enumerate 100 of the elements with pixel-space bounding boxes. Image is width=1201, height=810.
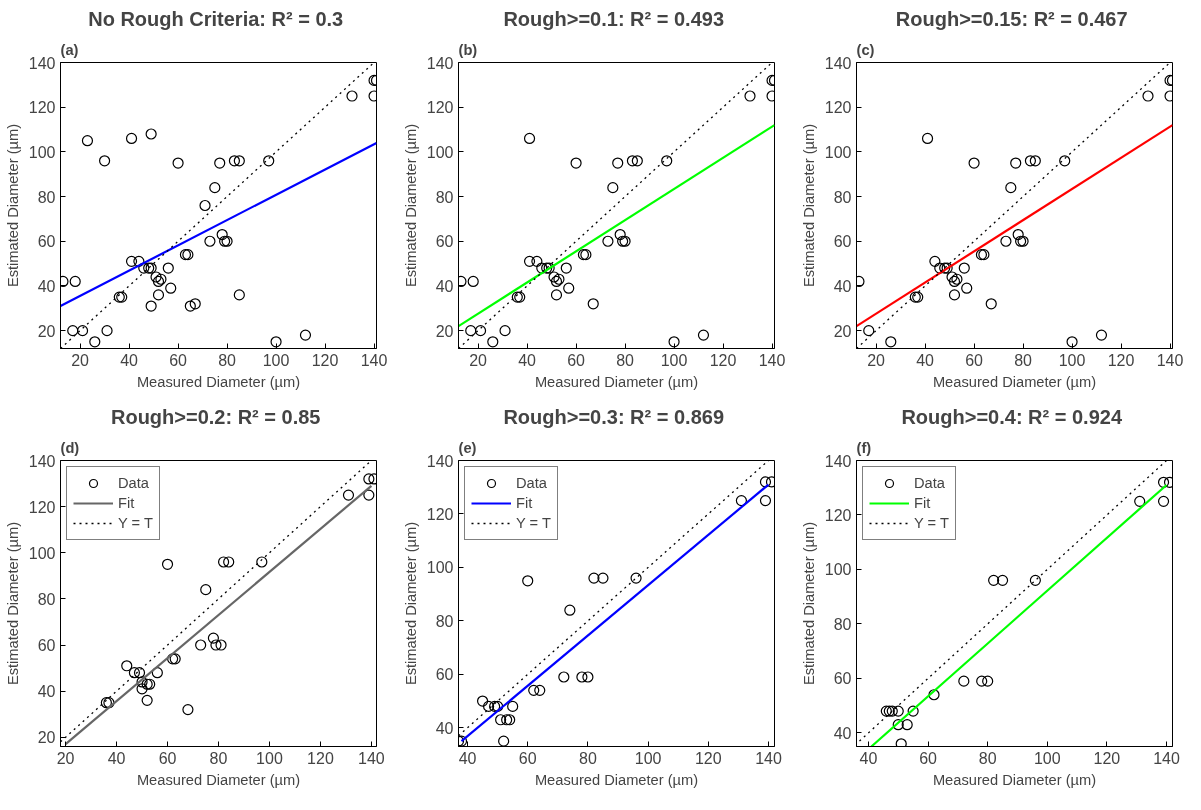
text: (e): [458, 439, 477, 456]
y-tick-label: 140: [426, 54, 454, 72]
y-tick-label: 140: [28, 452, 56, 470]
x-tick-label: 100: [660, 351, 688, 369]
y-tick-label: 20: [833, 322, 852, 340]
legend-label: Y = T: [914, 515, 949, 531]
x-tick-label: 40: [916, 351, 935, 369]
x-tick-label: 80: [978, 749, 997, 767]
y-tick-label: 80: [37, 590, 56, 608]
x-tick-label: 40: [120, 351, 139, 369]
text: (b): [458, 41, 478, 58]
chart-title: No Rough Criteria: R² = 0.3: [88, 7, 344, 30]
x-tick-label: 40: [107, 749, 126, 767]
x-tick-label: 60: [567, 351, 586, 369]
y-tick-label: 100: [824, 561, 852, 579]
y-tick-label: 100: [28, 143, 56, 161]
y-tick-label: 100: [426, 143, 454, 161]
x-axis-title: Measured Diameter (µm): [534, 373, 699, 390]
y-tick-label: 140: [28, 54, 56, 72]
x-tick-label: 60: [965, 351, 984, 369]
x-tick-label: 20: [56, 749, 75, 767]
y-tick-label: 40: [833, 724, 852, 742]
y-tick-label: 100: [426, 559, 454, 577]
y-tick-label: 120: [824, 506, 852, 524]
y-tick-label: 120: [824, 99, 852, 117]
text: (f): [856, 439, 872, 456]
text: (a): [60, 41, 79, 58]
legend-label: Fit: [118, 495, 136, 511]
x-tick-label: 140: [1156, 351, 1184, 369]
x-tick-label: 100: [1033, 749, 1061, 767]
legend-label: Y = T: [516, 515, 551, 531]
y-tick-label: 60: [435, 666, 454, 684]
y-tick-label: 60: [435, 233, 454, 251]
x-axis-title: Measured Diameter (µm): [534, 771, 699, 788]
legend-label: Fit: [914, 495, 932, 511]
x-tick-label: 60: [919, 749, 938, 767]
x-tick-label: 120: [307, 749, 334, 767]
x-tick-label: 140: [755, 749, 782, 767]
y-tick-label: 60: [37, 637, 56, 655]
y-tick-label: 100: [824, 143, 852, 161]
x-tick-label: 140: [360, 351, 388, 369]
x-tick-label: 60: [158, 749, 177, 767]
y-tick-label: 80: [435, 188, 454, 206]
y-tick-label: 20: [37, 322, 56, 340]
y-tick-label: 40: [37, 277, 56, 295]
y-tick-label: 20: [435, 322, 454, 340]
y-tick-label: 120: [28, 99, 56, 117]
y-axis-title: Estimated Diameter (µm): [402, 521, 419, 686]
legend-label: Data: [914, 475, 945, 491]
x-tick-label: 120: [311, 351, 339, 369]
x-tick-label: 100: [256, 749, 283, 767]
x-tick-label: 40: [458, 749, 477, 767]
x-axis-title: Measured Diameter (µm): [136, 771, 301, 788]
chart-title: Rough>=0.3: R² = 0.869: [503, 405, 725, 428]
y-tick-label: 40: [435, 277, 454, 295]
x-tick-label: 80: [616, 351, 635, 369]
x-tick-label: 100: [634, 749, 662, 767]
chart-title: Rough>=0.15: R² = 0.467: [895, 7, 1128, 30]
chart-title: Rough>=0.1: R² = 0.493: [503, 7, 725, 30]
legend-label: Data: [118, 475, 149, 491]
y-tick-label: 120: [28, 498, 56, 516]
x-tick-label: 100: [1058, 351, 1086, 369]
y-axis-title: Estimated Diameter (µm): [402, 123, 419, 288]
x-axis-title: Measured Diameter (µm): [136, 373, 301, 390]
x-tick-label: 80: [1014, 351, 1033, 369]
y-tick-label: 40: [435, 719, 454, 737]
x-tick-label: 20: [469, 351, 488, 369]
x-tick-label: 120: [1093, 749, 1121, 767]
legend-label: Y = T: [118, 515, 153, 531]
y-tick-label: 60: [37, 233, 56, 251]
y-tick-label: 80: [833, 615, 852, 633]
x-tick-label: 80: [209, 749, 228, 767]
x-tick-label: 20: [71, 351, 90, 369]
y-axis-title: Estimated Diameter (µm): [4, 521, 21, 686]
x-tick-label: 60: [169, 351, 188, 369]
y-axis-title: Estimated Diameter (µm): [4, 123, 21, 288]
y-tick-label: 120: [426, 99, 454, 117]
x-tick-label: 40: [859, 749, 878, 767]
x-tick-label: 140: [358, 749, 385, 767]
x-tick-label: 20: [867, 351, 886, 369]
x-axis-title: Measured Diameter (µm): [932, 373, 1097, 390]
y-tick-label: 140: [824, 452, 852, 470]
chart-title: Rough>=0.2: R² = 0.85: [110, 405, 321, 428]
x-tick-label: 100: [262, 351, 290, 369]
text: (c): [856, 41, 875, 58]
y-axis-title: Estimated Diameter (µm): [800, 123, 817, 288]
x-tick-label: 140: [1153, 749, 1180, 767]
x-axis-title: Measured Diameter (µm): [932, 771, 1097, 788]
chart-title: Rough>=0.4: R² = 0.924: [901, 405, 1123, 428]
y-axis-title: Estimated Diameter (µm): [800, 521, 817, 686]
y-tick-label: 80: [833, 188, 852, 206]
y-tick-label: 80: [37, 188, 56, 206]
y-tick-label: 80: [435, 612, 454, 630]
y-tick-label: 140: [426, 452, 454, 470]
y-tick-label: 60: [833, 670, 852, 688]
x-tick-label: 60: [518, 749, 537, 767]
y-tick-label: 40: [37, 683, 56, 701]
y-tick-label: 100: [28, 544, 56, 562]
legend-label: Data: [516, 475, 547, 491]
y-tick-label: 120: [426, 505, 454, 523]
